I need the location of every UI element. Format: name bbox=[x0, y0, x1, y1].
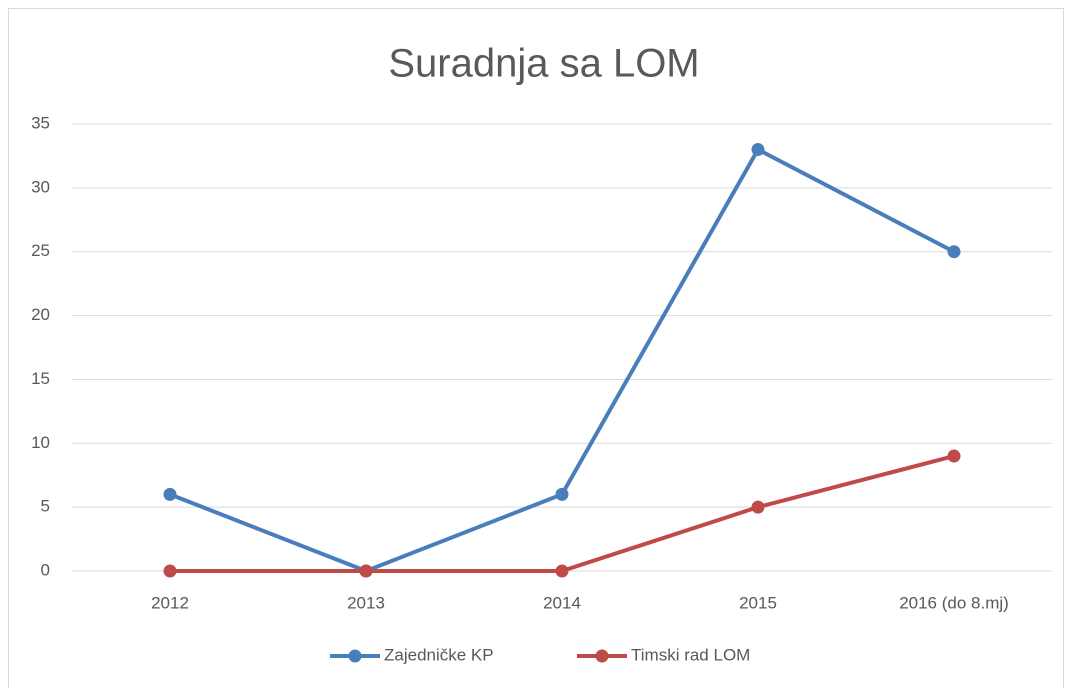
x-tick-label: 2015 bbox=[739, 593, 777, 612]
x-tick-label: 2013 bbox=[347, 593, 385, 612]
y-tick-label: 35 bbox=[31, 113, 50, 132]
point bbox=[751, 500, 765, 514]
legend-label: Zajedničke KP bbox=[384, 645, 494, 664]
y-tick-label: 15 bbox=[31, 369, 50, 388]
x-tick-label: 2016 (do 8.mj) bbox=[899, 593, 1009, 612]
point bbox=[359, 564, 373, 578]
y-tick-label: 25 bbox=[31, 241, 50, 260]
point bbox=[555, 487, 569, 501]
point bbox=[751, 143, 765, 157]
point bbox=[163, 564, 177, 578]
y-tick-label: 5 bbox=[41, 497, 50, 516]
point bbox=[555, 564, 569, 578]
y-tick-label: 30 bbox=[31, 177, 50, 196]
legend-marker bbox=[595, 649, 609, 663]
y-tick-label: 10 bbox=[31, 433, 50, 452]
legend-label: Timski rad LOM bbox=[631, 645, 750, 664]
point bbox=[947, 449, 961, 463]
chart-border bbox=[8, 8, 1064, 688]
point bbox=[163, 487, 177, 501]
x-tick-label: 2014 bbox=[543, 593, 581, 612]
x-tick-label: 2012 bbox=[151, 593, 189, 612]
chart-title: Suradnja sa LOM bbox=[388, 42, 699, 86]
y-tick-label: 0 bbox=[41, 560, 50, 579]
point bbox=[947, 245, 961, 259]
y-tick-label: 20 bbox=[31, 305, 50, 324]
legend-marker bbox=[348, 649, 362, 663]
